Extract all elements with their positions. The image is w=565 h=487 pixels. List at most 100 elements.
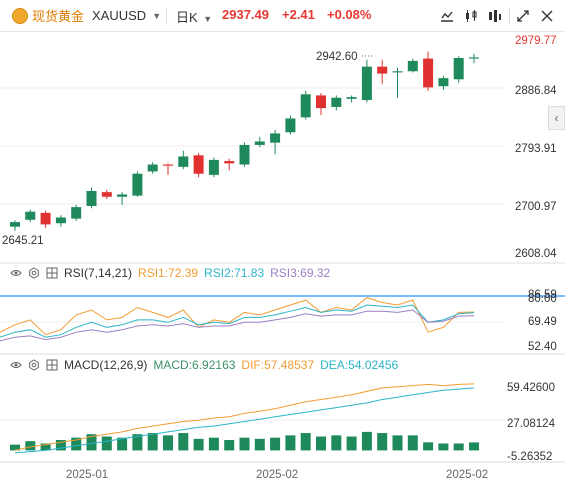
price-tick-label: 2608.04 (515, 248, 557, 260)
rsi-tick-label: 69.49 (528, 316, 557, 328)
macd-name: MACD(12,26,9) (64, 358, 148, 372)
macd-value: MACD:6.92163 (153, 358, 236, 372)
time-tick-label: 2025-02 (256, 469, 298, 481)
interval-selector[interactable]: 日K ▼ (176, 7, 212, 26)
close-button[interactable] (536, 6, 558, 26)
candle-body (316, 95, 326, 109)
candle-body (25, 211, 36, 220)
symbol-name: 现货黄金 (32, 9, 85, 24)
high-price-annotation: 2942.60 (316, 51, 358, 63)
candle-body (55, 217, 66, 224)
rsi3-line (0, 309, 475, 342)
macd-bar (438, 443, 449, 451)
macd-bar (469, 442, 479, 451)
macd-bar (132, 434, 143, 451)
macd-header: MACD(12,26,9) MACD:6.92163 DIF:57.48537 … (10, 358, 398, 372)
price-axis: 2979.77 2886.84 2793.91 2700.97 2608.04 (515, 35, 557, 260)
macd-bar (10, 444, 20, 451)
macd-bar (178, 433, 189, 451)
gold-coin-icon (12, 7, 28, 24)
eye-icon[interactable] (10, 267, 22, 279)
symbol-code: XAUUSD (92, 8, 147, 23)
candle-body (346, 97, 357, 99)
settings-grid-icon[interactable] (46, 359, 58, 371)
rsi2-line (0, 304, 475, 338)
candle-body (300, 94, 311, 118)
candle-body (86, 191, 97, 206)
macd-bar (285, 435, 296, 451)
macd-bar (392, 435, 403, 451)
macd-bar (361, 431, 372, 451)
macd-bar (86, 434, 97, 451)
macd-bar (147, 433, 158, 451)
price-change-percent: +0.08% (327, 7, 372, 22)
dea-value: DEA:54.02456 (320, 358, 399, 372)
chevron-down-icon: ▼ (152, 10, 162, 21)
macd-bar (208, 437, 219, 451)
macd-bar (117, 437, 128, 451)
macd-bar (377, 433, 388, 451)
dif-line (14, 383, 475, 451)
candle-body (423, 58, 434, 88)
candle-body (132, 173, 143, 196)
price-tick-label: 2793.91 (515, 143, 557, 155)
macd-axis: 59.42600 27.08124 -5.26352 (507, 382, 556, 463)
candle-body (193, 155, 204, 174)
indicator-button[interactable] (436, 6, 458, 26)
candle-body (147, 164, 158, 172)
chevron-down-icon: ▼ (203, 14, 213, 24)
candle-body (285, 118, 296, 133)
macd-bar (300, 433, 311, 451)
gear-icon[interactable] (28, 359, 40, 371)
rsi-tick-label: 80.00 (528, 293, 557, 305)
symbol-selector[interactable]: 现货黄金 XAUUSD ▼ (12, 6, 161, 25)
eye-icon[interactable] (10, 359, 22, 371)
dea-line (14, 387, 475, 454)
candle-body (377, 66, 388, 74)
chart-type-button[interactable] (460, 6, 482, 26)
compare-button[interactable] (484, 6, 506, 26)
time-axis: 2025-01 2025-02 2025-02 (66, 469, 488, 481)
time-tick-label: 2025-02 (446, 469, 488, 481)
rsi3-value: RSI3:69.32 (270, 266, 331, 280)
candle-body (163, 164, 173, 166)
candle-body (239, 144, 250, 165)
gear-icon[interactable] (28, 267, 40, 279)
rsi-tick-label: 52.40 (528, 341, 557, 353)
candle-body (407, 60, 418, 72)
candle-body (101, 192, 112, 197)
macd-bar (193, 438, 204, 451)
candle-body (361, 66, 372, 101)
candle-body (331, 97, 342, 107)
macd-bar (40, 443, 51, 451)
candle-body (10, 222, 20, 227)
candle-icon (466, 10, 477, 22)
candle-body (71, 207, 82, 219)
last-price: 2937.49 (222, 7, 269, 22)
price-tick-label: 2700.97 (515, 201, 557, 213)
macd-bar (316, 436, 326, 451)
candle-body (208, 159, 219, 175)
candle-body (178, 156, 189, 167)
candle-body (270, 133, 281, 143)
dif-value: DIF:57.48537 (241, 358, 315, 372)
candle-body (469, 57, 479, 59)
candle-body (392, 71, 403, 73)
price-tick-label: 2886.84 (515, 85, 557, 97)
macd-bar (55, 440, 66, 451)
macd-bar (423, 442, 434, 451)
candle-body (453, 58, 464, 80)
expand-icon (517, 10, 529, 22)
low-price-annotation: 2645.21 (2, 235, 44, 247)
price-change: +2.41 (282, 7, 315, 22)
settings-grid-icon[interactable] (46, 267, 58, 279)
chevron-left-icon: ‹ (554, 111, 559, 125)
candle-body (438, 78, 449, 87)
fullscreen-button[interactable] (512, 6, 534, 26)
collapse-panel-button[interactable]: ‹ (548, 106, 565, 130)
macd-bar (254, 438, 265, 451)
macd-bar (270, 437, 281, 451)
rsi1-value: RSI1:72.39 (138, 266, 199, 280)
macd-tick-label: 59.42600 (507, 382, 555, 394)
